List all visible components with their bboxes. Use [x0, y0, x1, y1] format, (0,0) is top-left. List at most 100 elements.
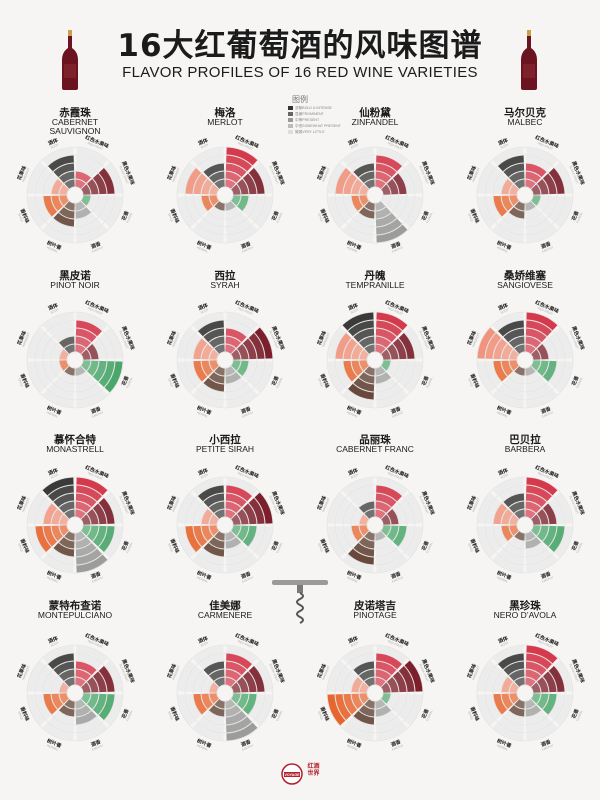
wheel-ring — [184, 652, 266, 734]
wheel-ring — [192, 660, 258, 726]
wheel-empty-segment — [477, 162, 496, 194]
flavor-bar-segment — [242, 525, 257, 547]
flavor-bar-segment — [76, 485, 102, 502]
category-label-en: INHERENT — [21, 167, 31, 183]
flavor-bar-segment — [353, 328, 375, 343]
flavor-bar-segment — [43, 195, 58, 217]
category-label-cn: 酒香 — [90, 405, 103, 416]
flavor-bar-segment — [201, 693, 213, 710]
wheel-empty-segment — [554, 361, 573, 393]
flavor-bar-segment — [254, 327, 273, 359]
flavor-bar-segment — [364, 366, 375, 376]
category-label-en: BLACK FRUIT — [568, 165, 579, 185]
wheel-ring — [326, 644, 424, 742]
wine-name-en: NERO D’AVOLA — [493, 610, 557, 620]
flavor-bar-segment — [64, 201, 75, 211]
wheel-empty-segment — [104, 660, 123, 692]
category-label-en: FLORAL — [125, 376, 133, 389]
category-label-en: FLORAL — [125, 541, 133, 554]
flavor-bar-segment — [548, 526, 565, 552]
flavor-bar-segment — [75, 661, 97, 676]
flavor-bar-segment — [98, 526, 115, 552]
category-label-en: BLACK FRUIT — [118, 663, 129, 683]
wheel-ring — [350, 170, 400, 220]
wheel-ring — [176, 476, 274, 574]
category-label-cn: 花香 — [270, 707, 281, 720]
flavor-bar-segment — [525, 669, 542, 681]
category-label-en: HERBAL — [496, 575, 509, 583]
wheel-ring — [484, 484, 566, 566]
category-label-en: EARTHY — [241, 245, 254, 253]
flavor-bar-segment — [43, 503, 58, 525]
category-label-en: BLACK FRUIT — [418, 495, 429, 515]
flavor-bar-segment — [387, 525, 399, 542]
wheel-empty-segment — [185, 694, 202, 720]
flavor-bar-segment — [351, 676, 363, 693]
wheel-empty-segment — [477, 526, 496, 558]
wheel-empty-segment — [343, 525, 358, 547]
wheel-empty-segment — [35, 333, 52, 359]
wheel-empty-segment — [104, 694, 123, 726]
category-label-en: EARTHY — [91, 245, 104, 253]
wine-name-cn: 黑珍珠 — [509, 600, 541, 612]
wheel-ring — [476, 146, 574, 244]
wheel-empty-segment — [404, 361, 423, 393]
flavor-bar-segment — [343, 338, 358, 360]
flavor-bar-segment — [226, 155, 252, 172]
wine-name-en: MALBEC — [507, 117, 543, 127]
wheel-empty-segment — [192, 147, 224, 166]
wheel-empty-segment — [201, 676, 213, 693]
wine-name-cn: 桑娇维塞 — [504, 270, 546, 282]
wheel-empty-segment — [392, 360, 407, 382]
wheel-ring — [476, 476, 574, 574]
flavor-bar-segment — [387, 508, 399, 525]
flavor-bar-segment — [525, 501, 542, 513]
flavor-bar-segment — [81, 682, 91, 693]
flavor-bar-segment — [364, 201, 375, 211]
wheel-empty-segment — [51, 676, 63, 693]
wheel-empty-segment — [387, 195, 399, 212]
flavor-bar-segment — [225, 669, 242, 681]
flavor-bar-segment — [59, 349, 69, 360]
flavor-bar-segment — [231, 360, 241, 371]
flavor-bar-segment — [64, 366, 75, 376]
flavor-bar-segment — [81, 693, 91, 704]
wheel-ring — [358, 178, 392, 212]
flavor-bar-segment — [225, 179, 236, 189]
wheel-empty-segment — [387, 360, 399, 377]
wheel-ring — [184, 319, 266, 401]
wine-name-en: PETITE SIRAH — [195, 444, 255, 454]
flavor-bar-segment — [214, 179, 225, 189]
category-label-en: BODY — [350, 473, 359, 480]
category-label-en: HERBAL — [196, 743, 209, 751]
wheel-empty-segment — [503, 710, 525, 725]
flavor-bar-segment — [35, 526, 52, 552]
flavor-bar-segment — [398, 666, 415, 692]
flavor-bar-segment — [198, 485, 224, 502]
flavor-bar-segment — [375, 501, 392, 513]
wheel-empty-segment — [548, 498, 565, 524]
wheel-empty-segment — [192, 722, 224, 741]
flavor-bar-segment — [193, 693, 208, 715]
category-label-en: BODY — [500, 143, 509, 150]
wheel-empty-segment — [554, 694, 573, 726]
wheel-empty-segment — [75, 212, 97, 227]
flavor-bar-segment — [348, 320, 374, 337]
category-label-cn: 花香 — [270, 374, 281, 387]
flavor-bar-segment — [514, 366, 525, 376]
wheel-empty-segment — [353, 212, 375, 227]
flavor-bar-segment — [375, 336, 392, 348]
